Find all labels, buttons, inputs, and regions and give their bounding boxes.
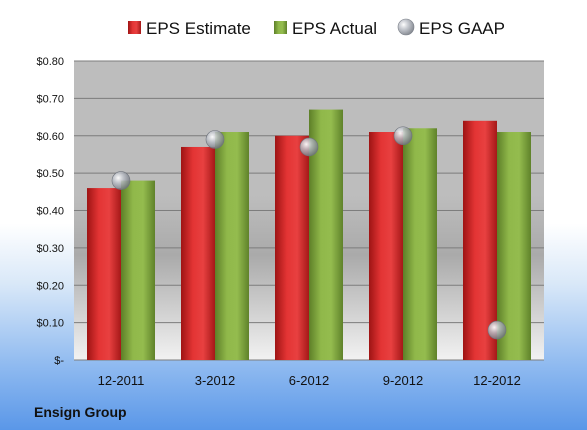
legend-label-gaap: EPS GAAP bbox=[419, 19, 505, 38]
gaap-point bbox=[111, 171, 131, 190]
bar-eps-actual bbox=[497, 132, 531, 360]
y-tick-label: $0.40 bbox=[36, 206, 64, 218]
gaap-point bbox=[487, 320, 507, 340]
bar-eps-estimate bbox=[463, 120, 497, 360]
legend-marker-gaap bbox=[397, 18, 415, 36]
y-tick-label: $0.60 bbox=[36, 131, 64, 143]
y-tick-label: $0.80 bbox=[36, 56, 64, 68]
y-axis: $- $0.10 $0.20 $0.30 $0.40 $0.50 $0.60 $0.70 $0.… bbox=[36, 56, 64, 367]
x-tick-label: 3-2012 bbox=[195, 373, 235, 388]
y-tick-label: $0.70 bbox=[36, 93, 64, 105]
y-tick-label: $0.50 bbox=[36, 168, 64, 180]
bar-eps-actual bbox=[403, 128, 437, 360]
x-tick-label: 9-2012 bbox=[383, 373, 423, 388]
x-tick-label: 12-2011 bbox=[98, 373, 145, 388]
gaap-point bbox=[393, 126, 413, 146]
legend-swatch-actual bbox=[274, 21, 287, 34]
legend-label-estimate: EPS Estimate bbox=[146, 19, 251, 38]
bar-eps-estimate bbox=[87, 188, 121, 360]
x-tick-label: 6-2012 bbox=[289, 373, 329, 388]
gaap-point bbox=[205, 130, 225, 149]
x-axis: 12-2011 3-2012 6-2012 9-2012 12-2012 bbox=[98, 373, 521, 388]
y-tick-label: $- bbox=[54, 355, 64, 367]
gaap-points bbox=[111, 126, 507, 340]
x-tick-label: 12-2012 bbox=[473, 373, 521, 388]
y-tick-label: $0.10 bbox=[36, 318, 64, 330]
bar-eps-actual bbox=[215, 132, 249, 360]
bar-eps-estimate bbox=[275, 135, 309, 360]
legend: EPS Estimate EPS Actual EPS GAAP bbox=[128, 18, 505, 38]
bar-eps-estimate bbox=[181, 146, 215, 360]
y-tick-label: $0.20 bbox=[36, 280, 64, 292]
bar-eps-estimate bbox=[369, 132, 403, 360]
y-tick-label: $0.30 bbox=[36, 243, 64, 255]
bar-eps-actual bbox=[121, 180, 155, 360]
legend-swatch-estimate bbox=[128, 21, 141, 34]
company-name: Ensign Group bbox=[34, 404, 127, 420]
legend-label-actual: EPS Actual bbox=[292, 19, 377, 38]
bars bbox=[87, 109, 531, 361]
gaap-point bbox=[299, 137, 319, 157]
